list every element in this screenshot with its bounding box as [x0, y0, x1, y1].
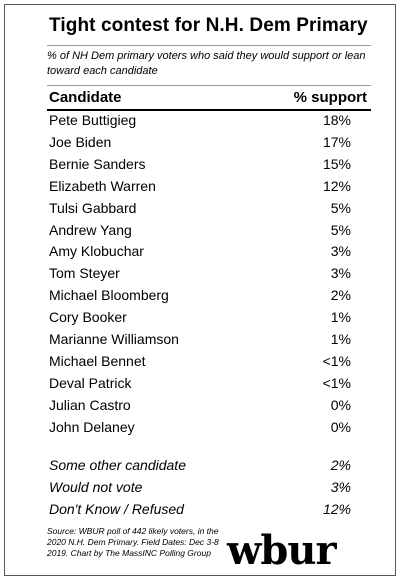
support-value: 5% [330, 222, 351, 238]
wbur-logo: wbur [227, 527, 337, 574]
support-value: 1% [330, 331, 351, 347]
candidate-name: Joe Biden [49, 134, 112, 150]
candidate-name: Pete Buttigieg [49, 112, 137, 128]
table-row: Elizabeth Warren 12% [49, 178, 371, 200]
candidate-name: Elizabeth Warren [49, 178, 156, 194]
candidate-name: Michael Bennet [49, 353, 146, 369]
support-value: 12% [322, 178, 351, 194]
header-support: % support [293, 89, 367, 106]
table-row: Deval Patrick <1% [49, 375, 371, 397]
support-value: 2% [330, 457, 351, 473]
candidate-name: Deval Patrick [49, 375, 132, 391]
support-value: 17% [322, 134, 351, 150]
candidate-name: Julian Castro [49, 397, 131, 413]
table-row: Would not vote 3% [49, 479, 371, 501]
title-divider [47, 45, 371, 46]
header-divider [47, 85, 371, 86]
table-row: Joe Biden 17% [49, 134, 371, 156]
table-row: Some other candidate 2% [49, 457, 371, 479]
table-row: John Delaney 0% [49, 419, 371, 441]
table-row: Tulsi Gabbard 5% [49, 200, 371, 222]
candidate-name: John Delaney [49, 419, 135, 435]
support-value: 5% [330, 200, 351, 216]
support-value: 15% [322, 156, 351, 172]
candidate-name: Michael Bloomberg [49, 287, 169, 303]
support-value: 3% [330, 265, 351, 281]
candidate-name: Andrew Yang [49, 222, 132, 238]
header-candidate: Candidate [49, 89, 122, 106]
table-row: Marianne Williamson 1% [49, 331, 371, 353]
table-row: Don't Know / Refused 12% [49, 501, 371, 523]
header-underline [47, 109, 371, 111]
table-row: Michael Bennet <1% [49, 353, 371, 375]
support-value: <1% [322, 353, 351, 369]
table-row: Cory Booker 1% [49, 309, 371, 331]
candidate-name: Some other candidate [49, 457, 186, 473]
support-value: <1% [322, 375, 351, 391]
support-value: 0% [330, 397, 351, 413]
support-value: 1% [330, 309, 351, 325]
table-row: Pete Buttigieg 18% [49, 112, 371, 134]
table-row: Andrew Yang 5% [49, 222, 371, 244]
candidate-name: Bernie Sanders [49, 156, 146, 172]
table-row: Bernie Sanders 15% [49, 156, 371, 178]
chart-title: Tight contest for N.H. Dem Primary [49, 15, 368, 36]
candidate-name: Don't Know / Refused [49, 501, 184, 517]
support-value: 12% [322, 501, 351, 517]
candidate-name: Tulsi Gabbard [49, 200, 137, 216]
support-value: 0% [330, 419, 351, 435]
table-row: Julian Castro 0% [49, 397, 371, 419]
table-row: Tom Steyer 3% [49, 265, 371, 287]
chart-frame: Tight contest for N.H. Dem Primary % of … [4, 4, 396, 576]
candidate-name: Amy Klobuchar [49, 243, 144, 259]
support-value: 3% [330, 479, 351, 495]
table-header: Candidate % support [49, 89, 371, 109]
candidate-name: Tom Steyer [49, 265, 120, 281]
table-row: Amy Klobuchar 3% [49, 243, 371, 265]
table-row: Michael Bloomberg 2% [49, 287, 371, 309]
source-note: Source: WBUR poll of 442 likely voters, … [47, 526, 219, 558]
candidate-name: Cory Booker [49, 309, 127, 325]
chart-subtitle: % of NH Dem primary voters who said they… [47, 50, 366, 77]
support-value: 18% [322, 112, 351, 128]
candidate-name: Would not vote [49, 479, 143, 495]
support-value: 3% [330, 243, 351, 259]
candidate-name: Marianne Williamson [49, 331, 179, 347]
support-value: 2% [330, 287, 351, 303]
